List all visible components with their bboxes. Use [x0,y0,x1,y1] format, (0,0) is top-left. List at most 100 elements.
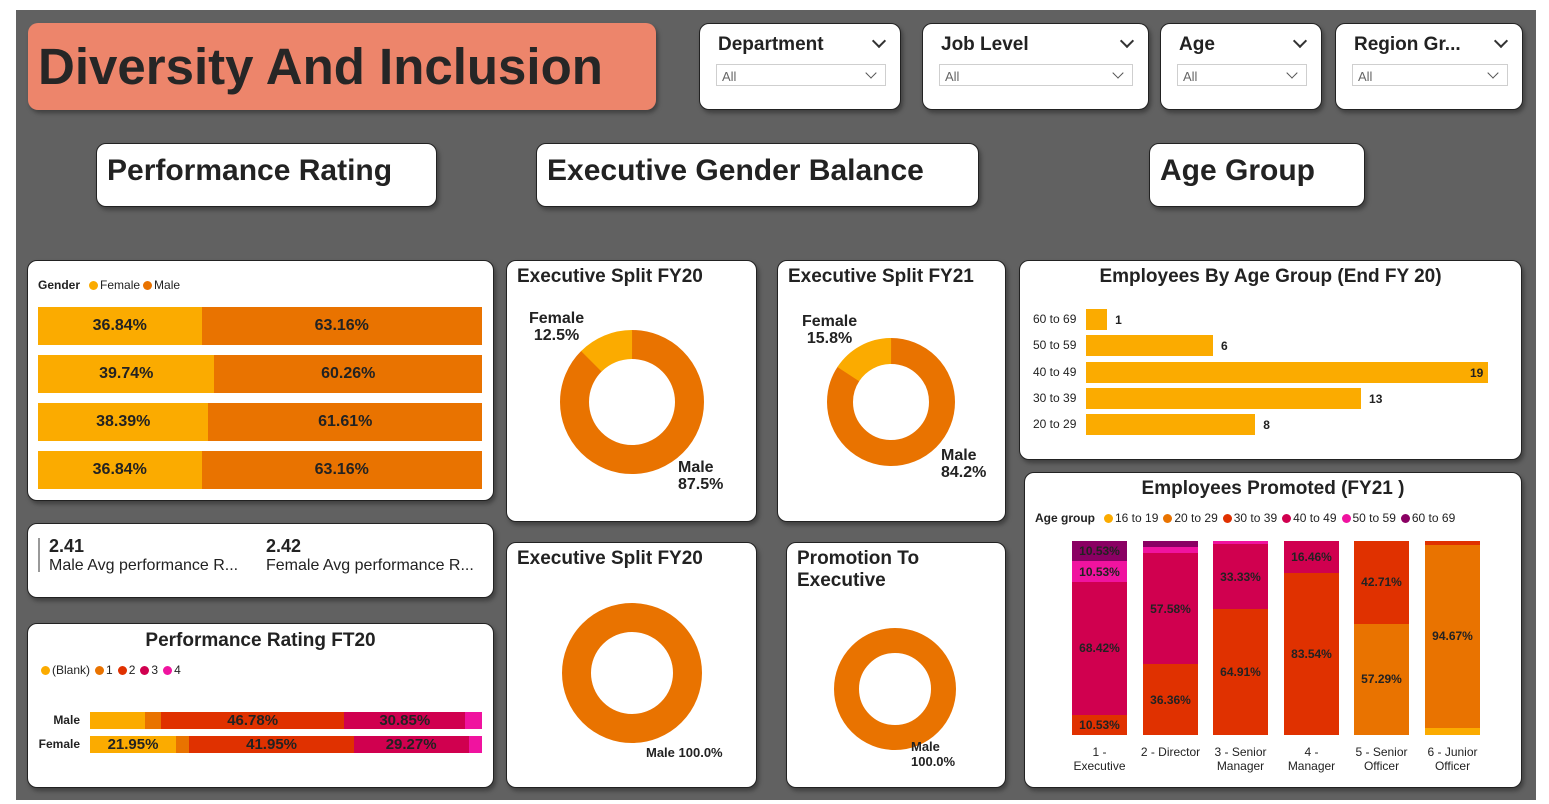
bar-segment: 83.54% [1284,572,1339,735]
slicer-dropdown[interactable]: All [939,64,1133,86]
category-label: 1 - Executive [1052,745,1147,773]
region-slicer[interactable]: Region Gr... All [1335,23,1523,110]
legend-swatch [163,666,173,675]
bar-segment: 57.29% [1354,623,1409,735]
donut-label-male: Male 84.2% [941,447,987,481]
bar [1086,414,1256,435]
title-banner: Diversity And Inclusion [28,23,656,110]
bar-segment [465,712,482,729]
performance-rating-ft20-chart: Performance Rating FT20 (Blank) 1 2 3 4 Male… [27,623,494,788]
category-label-line: 4 - [1304,745,1319,759]
category-label-line: Manager [1287,759,1336,773]
male-avg-value: 2.41 [49,536,85,556]
legend-swatch [1163,514,1173,523]
exec-split-fy20-chart: Executive Split FY20 Female 12.5% Male 87.… [506,260,757,522]
data-label: 1 [1115,313,1122,327]
category-label: Male [53,713,80,727]
category-label: Female [38,737,80,751]
bar-segment: 64.91% [1213,609,1268,735]
data-label: 19 [1470,366,1484,380]
category-label: 60 to 69 [1033,312,1077,326]
category-label: 4 - Manager [1264,745,1359,773]
legend-title: Age group [1035,511,1095,525]
chevron-down-icon[interactable] [1119,33,1135,49]
legend-swatch [1104,514,1113,523]
category-label-line: 6 - Junior [1427,745,1478,759]
legend-item: 16 to 19 [1115,511,1159,525]
donut-chart [560,330,704,474]
job-level-slicer[interactable]: Job Level All [922,23,1149,110]
chart-title: Employees By Age Group (End FY 20) [1099,266,1442,287]
legend-swatch [89,281,99,290]
donut-label-male: Male 100.0% [646,745,723,760]
chevron-down-icon[interactable] [871,33,887,49]
employees-by-age-chart: Employees By Age Group (End FY 20) 60 to… [1019,260,1522,460]
section-performance: Performance Rating [96,143,437,207]
bar-segment-male: 60.26% [214,355,482,393]
category-label: 40 to 49 [1033,365,1077,379]
donut-chart [834,628,956,750]
bar-segment: 68.42% [1072,581,1127,715]
slicer-value: All [1358,69,1373,84]
legend-swatch [41,666,50,675]
category-label-line: 2 - Director [1140,745,1201,759]
bar [1086,335,1213,356]
female-avg-value: 2.42 [266,536,302,556]
department-slicer[interactable]: Department All [699,23,901,110]
kpi-divider [38,538,40,572]
donut-label-male: Male 100.0% [911,739,956,769]
bar-segment [144,712,161,729]
stacked-bar-row: 21.95% 41.95% 29.27% [90,736,482,753]
section-age: Age Group [1149,143,1365,207]
chart-legend: Gender Female Male [38,278,180,292]
bar [1086,388,1362,409]
category-label: 5 - Senior Officer [1334,745,1429,773]
bar-segment: 30.85% [344,712,466,729]
slicer-dropdown[interactable]: All [1352,64,1508,86]
exec-split-fy20-b-chart: Executive Split FY20 Male 100.0% [506,542,757,788]
age-slicer[interactable]: Age All [1160,23,1322,110]
slicer-value: All [1183,69,1198,84]
category-label-line: 3 - Senior [1214,745,1267,759]
bar-segment: 10.53% [1072,540,1127,562]
data-label: 8 [1263,418,1270,432]
bar-segment [90,712,145,729]
donut-slice-female [827,338,955,466]
bar-segment-female: 39.74% [38,355,215,393]
gender-performance-chart: Gender Female Male 36.84% 63.16% 39.74% 60.26… [27,260,494,501]
bar-segment: 10.53% [1072,714,1127,735]
chart-title: Executive Split FY21 [788,266,974,287]
slicer-dropdown[interactable]: All [716,64,886,86]
legend-swatch [140,666,150,675]
bar-segment: 29.27% [353,736,469,753]
chevron-down-icon[interactable] [1493,33,1509,49]
category-label-line: Officer [1363,759,1400,773]
donut-slice-male [562,603,702,743]
legend-item: 4 [174,663,181,677]
chevron-down-icon [865,67,877,79]
section-title: Performance Rating [107,154,393,187]
category-label: 30 to 39 [1033,391,1077,405]
stacked-bar-row: 36.84% 63.16% [38,451,482,489]
legend-swatch [1282,514,1292,523]
page-title: Diversity And Inclusion [38,38,603,95]
legend-item: 50 to 59 [1352,511,1396,525]
category-label: 3 - Senior Manager [1193,745,1288,773]
legend-swatch [1222,514,1232,523]
legend-item: 30 to 39 [1233,511,1278,525]
bar-segment: 10.53% [1072,561,1127,582]
bar-segment [176,736,190,753]
legend-title: Gender [38,278,81,292]
legend-item: 2 [128,663,136,677]
legend-item: 20 to 29 [1174,511,1218,525]
slicer-dropdown[interactable]: All [1177,64,1307,86]
chart-title: Executive Split FY20 [517,266,703,287]
exec-split-fy21-chart: Executive Split FY21 Female 15.8% Male 84.… [777,260,1006,522]
employees-promoted-chart: Employees Promoted (FY21 ) Age group 16 t… [1024,472,1522,788]
bar-segment [1425,541,1480,545]
promotion-to-executive-chart: Promotion To Executive Male 100.0% [786,542,1006,788]
section-executive: Executive Gender Balance [536,143,979,207]
chevron-down-icon[interactable] [1292,33,1308,49]
category-label-line: 5 - Senior [1355,745,1408,759]
slicer-value: All [722,69,737,84]
